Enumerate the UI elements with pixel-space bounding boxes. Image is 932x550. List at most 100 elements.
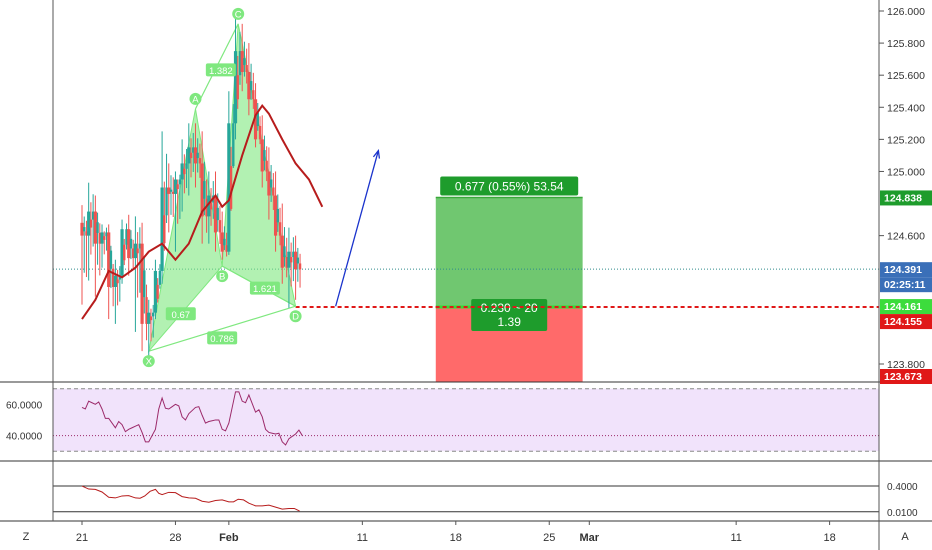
candle[interactable]: [192, 132, 195, 172]
candle[interactable]: [287, 227, 291, 308]
candle[interactable]: [176, 179, 179, 224]
pattern-ratio-box[interactable]: [205, 63, 236, 77]
candle[interactable]: [127, 214, 131, 276]
rsi-band[interactable]: [53, 388, 879, 452]
right-axis-corner-label[interactable]: A: [901, 531, 909, 543]
price-tag-box[interactable]: [880, 299, 932, 315]
candle[interactable]: [294, 235, 298, 300]
candle[interactable]: [247, 43, 251, 116]
candle[interactable]: [196, 138, 199, 173]
candle[interactable]: [289, 242, 293, 287]
candle[interactable]: [173, 171, 178, 252]
candle[interactable]: [152, 304, 155, 338]
candle[interactable]: [158, 264, 162, 289]
candle[interactable]: [160, 131, 164, 284]
candle[interactable]: [98, 223, 101, 276]
price-tag-box[interactable]: [880, 314, 932, 330]
candle[interactable]: [273, 171, 278, 252]
price-tag-box[interactable]: [880, 190, 932, 206]
candle[interactable]: [80, 205, 84, 305]
candle[interactable]: [252, 72, 255, 109]
left-axis-corner-label[interactable]: Z: [23, 531, 30, 543]
projection-arrow-head[interactable]: [372, 148, 381, 159]
candle[interactable]: [87, 182, 91, 281]
candle[interactable]: [143, 257, 146, 314]
candle[interactable]: [280, 203, 284, 284]
pattern-point-marker[interactable]: [142, 355, 155, 368]
time-axis[interactable]: 21 28 Feb 11 18 25 Mar 11 18: [76, 521, 836, 544]
candle[interactable]: [203, 161, 206, 216]
candle[interactable]: [153, 259, 158, 320]
candle[interactable]: [278, 207, 282, 246]
candle[interactable]: [283, 227, 286, 267]
candle[interactable]: [209, 188, 213, 226]
candle[interactable]: [229, 146, 233, 211]
candle[interactable]: [89, 202, 93, 255]
pattern-point-marker[interactable]: [216, 270, 229, 283]
candle[interactable]: [120, 219, 124, 284]
candle[interactable]: [298, 253, 302, 288]
candle[interactable]: [225, 232, 228, 257]
candle[interactable]: [213, 171, 218, 252]
candle[interactable]: [236, 55, 239, 109]
candle[interactable]: [123, 238, 126, 266]
pattern-point-marker[interactable]: [232, 7, 245, 20]
candle[interactable]: [292, 237, 295, 282]
candle[interactable]: [200, 131, 204, 244]
candle[interactable]: [276, 194, 279, 232]
candle[interactable]: [118, 266, 122, 302]
candle[interactable]: [113, 259, 117, 324]
main-price-panel[interactable]: 0.677 (0.55%) 53.540.230 ~ 201.39XABCD1.…: [53, 7, 879, 385]
rsi-line[interactable]: [81, 391, 303, 446]
candle[interactable]: [156, 278, 159, 303]
pattern-point-marker[interactable]: [189, 92, 202, 105]
candle[interactable]: [185, 148, 188, 189]
candle[interactable]: [140, 222, 144, 352]
candle[interactable]: [198, 143, 202, 178]
candle[interactable]: [265, 146, 268, 182]
candle[interactable]: [256, 102, 259, 131]
candle[interactable]: [111, 263, 115, 307]
lower-indicator-panel[interactable]: 0.4000 0.0100: [53, 482, 918, 519]
candle[interactable]: [129, 230, 133, 260]
candle[interactable]: [105, 227, 108, 251]
candle[interactable]: [227, 91, 231, 255]
candle[interactable]: [249, 63, 253, 100]
candle[interactable]: [223, 226, 226, 251]
candle[interactable]: [267, 147, 271, 220]
candle[interactable]: [109, 245, 113, 289]
candle[interactable]: [260, 115, 264, 188]
rsi-panel[interactable]: 60.0000 40.0000: [6, 388, 879, 452]
moving-average-line[interactable]: [81, 104, 324, 320]
candle[interactable]: [93, 195, 97, 297]
candle[interactable]: [272, 173, 275, 210]
projection-arrow-line[interactable]: [335, 150, 379, 307]
candle[interactable]: [180, 139, 184, 212]
target-label-box[interactable]: [440, 176, 579, 196]
pattern-ratio-box[interactable]: [165, 307, 196, 321]
price-tag-box[interactable]: [880, 262, 932, 278]
candle[interactable]: [167, 163, 171, 233]
candle[interactable]: [240, 23, 244, 92]
candle[interactable]: [85, 220, 88, 278]
profit-zone[interactable]: [435, 197, 583, 308]
candle[interactable]: [100, 224, 104, 268]
candle[interactable]: [238, 31, 242, 85]
candle[interactable]: [145, 284, 148, 341]
lower-indicator-line[interactable]: [81, 485, 300, 512]
candle[interactable]: [193, 123, 198, 188]
candle[interactable]: [269, 165, 273, 202]
candle[interactable]: [91, 194, 95, 247]
candle[interactable]: [103, 231, 106, 255]
candle[interactable]: [138, 227, 142, 293]
candle[interactable]: [218, 205, 222, 244]
pattern-ratio-box[interactable]: [249, 281, 280, 295]
candle[interactable]: [258, 116, 262, 145]
candle[interactable]: [83, 216, 86, 273]
candle[interactable]: [189, 138, 193, 178]
candle[interactable]: [133, 216, 137, 332]
candle[interactable]: [96, 212, 99, 265]
candle[interactable]: [207, 171, 211, 244]
pattern-point-marker[interactable]: [289, 310, 302, 323]
pattern-ratio-box[interactable]: [207, 331, 238, 345]
